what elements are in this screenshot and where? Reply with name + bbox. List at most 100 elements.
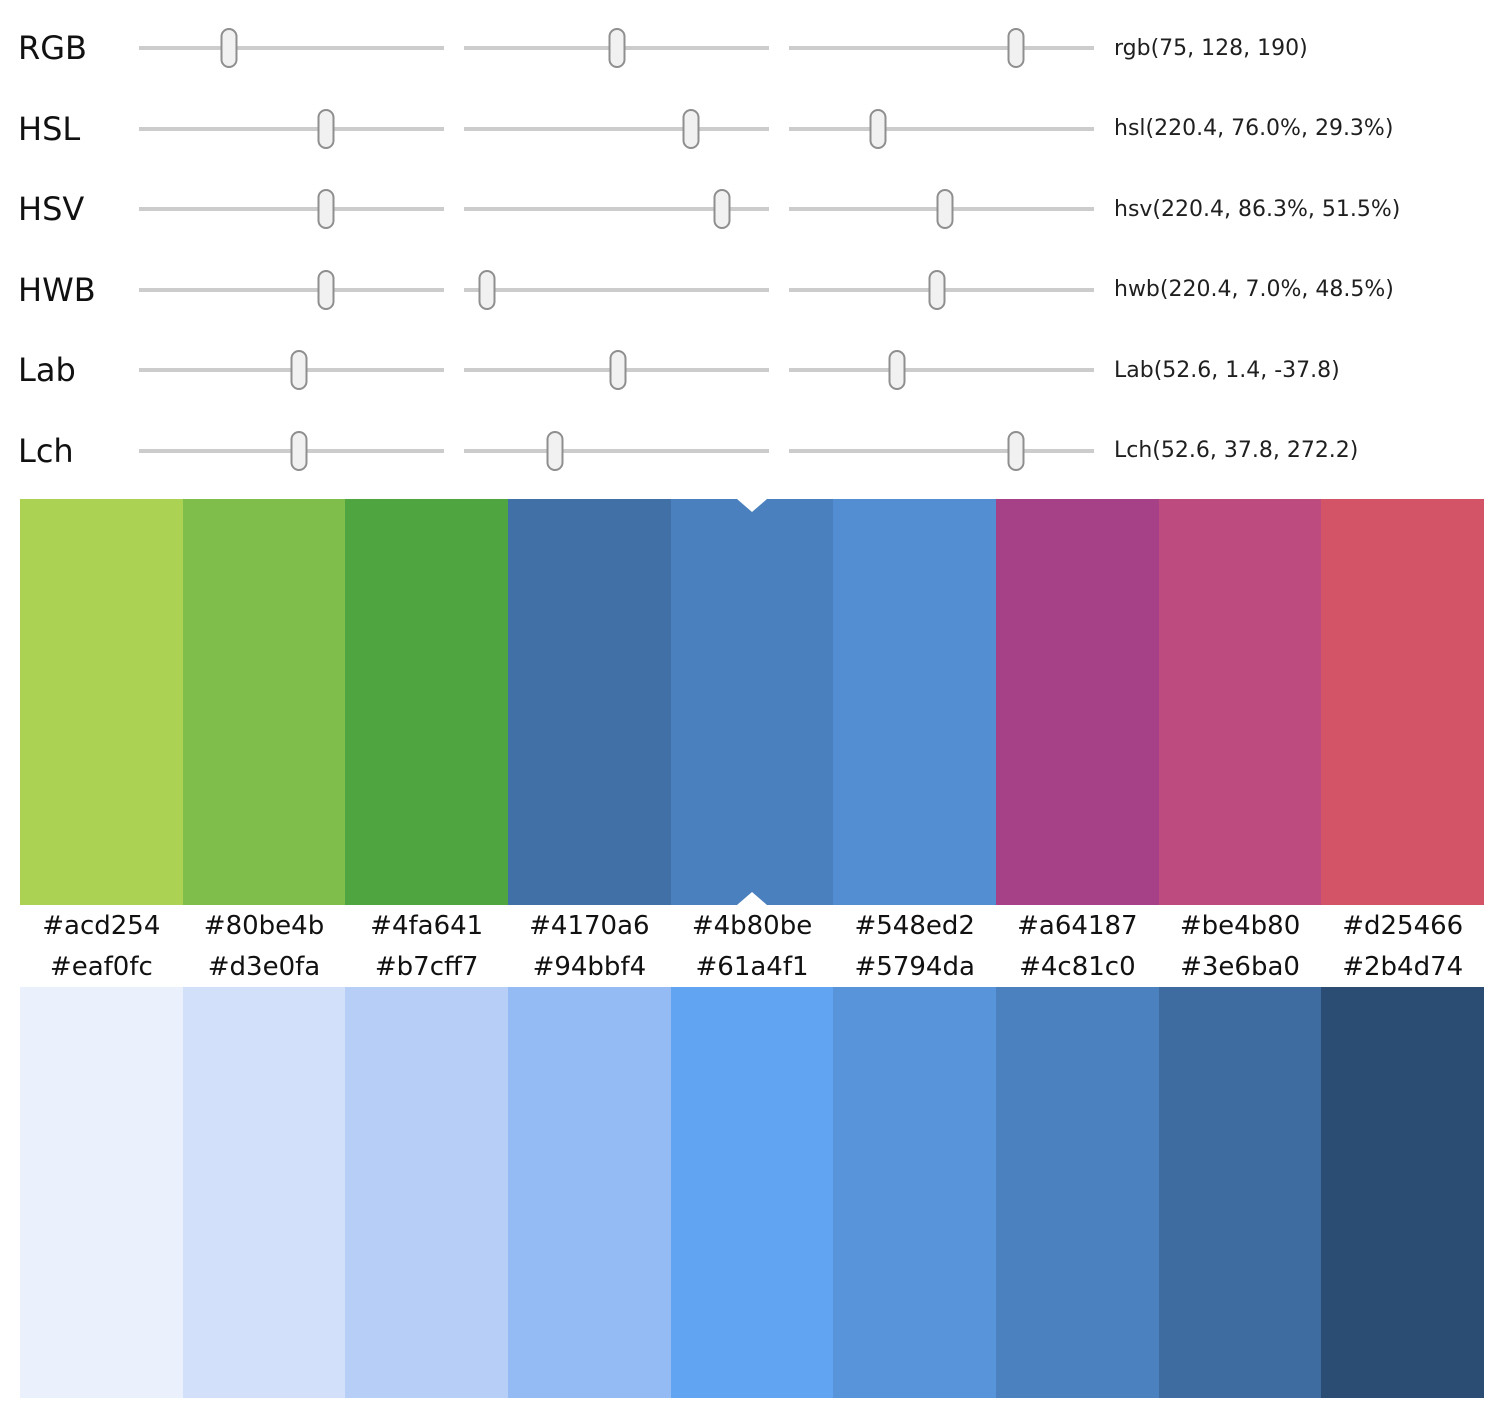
color-value-text: rgb(75, 128, 190) bbox=[1114, 35, 1308, 61]
tint-swatch-5[interactable] bbox=[670, 987, 834, 1398]
hue-swatch-6[interactable] bbox=[833, 499, 997, 905]
slider-handle-lch-1[interactable] bbox=[290, 430, 308, 471]
slider-track-line bbox=[139, 207, 444, 212]
colorspace-label: HSV bbox=[18, 190, 85, 229]
tint-hex-labels: #eaf0fc #d3e0fa #b7cff7 #94bbf4 #61a4f1 … bbox=[20, 946, 1484, 987]
hue-swatch-3[interactable] bbox=[345, 499, 509, 905]
slider-panel: RGB rgb(75, 128, 190) HSL hsl(220.4, 76.… bbox=[0, 0, 1501, 491]
slider-track-lab-3[interactable] bbox=[789, 348, 1094, 392]
slider-handle-hwb-1[interactable] bbox=[317, 269, 335, 310]
slider-track-line bbox=[139, 46, 444, 51]
hue-swatch-7[interactable] bbox=[996, 499, 1159, 905]
slider-track-hsl-1[interactable] bbox=[139, 107, 444, 151]
colorspace-label: Lab bbox=[18, 351, 76, 390]
tint-swatch-8[interactable] bbox=[1158, 987, 1322, 1398]
tint-swatch-4[interactable] bbox=[508, 987, 671, 1398]
tint-palette bbox=[20, 987, 1485, 1398]
slider-track-rgb-2[interactable] bbox=[464, 26, 769, 70]
slider-handle-rgb-1[interactable] bbox=[220, 28, 238, 69]
slider-track-line bbox=[464, 287, 769, 292]
slider-handle-hsv-2[interactable] bbox=[713, 189, 731, 230]
slider-handle-hsv-1[interactable] bbox=[317, 189, 335, 230]
slider-track-hwb-2[interactable] bbox=[464, 268, 769, 312]
hue-swatch-2[interactable] bbox=[182, 499, 346, 905]
slider-handle-lab-3[interactable] bbox=[888, 350, 906, 391]
slider-track-line bbox=[789, 448, 1094, 453]
tint-hex-label-3: #b7cff7 bbox=[374, 951, 479, 982]
color-value-text: Lch(52.6, 37.8, 272.2) bbox=[1114, 438, 1359, 464]
slider-handle-hsl-3[interactable] bbox=[869, 108, 887, 149]
slider-track-hsl-3[interactable] bbox=[789, 107, 1094, 151]
colorspace-label: RGB bbox=[18, 29, 87, 68]
slider-track-line bbox=[139, 126, 444, 131]
hue-palette bbox=[20, 499, 1485, 905]
slider-track-hsv-3[interactable] bbox=[789, 187, 1094, 231]
tint-swatch-6[interactable] bbox=[833, 987, 997, 1398]
tint-swatch-2[interactable] bbox=[182, 987, 346, 1398]
hue-hex-label-7: #a64187 bbox=[1017, 910, 1138, 941]
hue-swatch-5[interactable] bbox=[670, 499, 834, 905]
slider-track-rgb-3[interactable] bbox=[789, 26, 1094, 70]
tint-hex-label-9: #2b4d74 bbox=[1342, 951, 1464, 982]
slider-handle-hsv-3[interactable] bbox=[936, 189, 954, 230]
color-value-text: hwb(220.4, 7.0%, 48.5%) bbox=[1114, 277, 1394, 303]
hue-swatch-1[interactable] bbox=[20, 499, 183, 905]
slider-handle-rgb-2[interactable] bbox=[608, 28, 626, 69]
colorspace-label: Lch bbox=[18, 431, 74, 470]
slider-handle-lch-3[interactable] bbox=[1007, 430, 1025, 471]
slider-track-lch-3[interactable] bbox=[789, 429, 1094, 473]
slider-track-rgb-1[interactable] bbox=[139, 26, 444, 70]
slider-track-hwb-1[interactable] bbox=[139, 268, 444, 312]
tint-hex-label-2: #d3e0fa bbox=[207, 951, 321, 982]
hue-swatch-8[interactable] bbox=[1158, 499, 1322, 905]
tint-swatch-3[interactable] bbox=[345, 987, 509, 1398]
hue-hex-label-1: #acd254 bbox=[42, 910, 161, 941]
slider-handle-hwb-3[interactable] bbox=[928, 269, 946, 310]
tint-swatch-7[interactable] bbox=[996, 987, 1159, 1398]
hue-hex-label-4: #4170a6 bbox=[529, 910, 650, 941]
hue-hex-label-8: #be4b80 bbox=[1179, 910, 1301, 941]
hue-swatch-9[interactable] bbox=[1321, 499, 1485, 905]
tint-hex-label-1: #eaf0fc bbox=[49, 951, 153, 982]
slider-row-hwb: HWB hwb(220.4, 7.0%, 48.5%) bbox=[18, 250, 1501, 331]
slider-track-hsv-2[interactable] bbox=[464, 187, 769, 231]
hue-hex-label-6: #548ed2 bbox=[854, 910, 975, 941]
slider-track-lab-1[interactable] bbox=[139, 348, 444, 392]
selected-swatch-notch-top bbox=[737, 499, 768, 512]
hue-hex-labels: #acd254 #80be4b #4fa641 #4170a6 #4b80be … bbox=[20, 905, 1484, 946]
selected-swatch-notch-bottom bbox=[737, 892, 768, 905]
slider-track-line bbox=[464, 126, 769, 131]
slider-handle-lch-2[interactable] bbox=[546, 430, 564, 471]
colorspace-label: HSL bbox=[18, 109, 81, 148]
color-value-text: hsv(220.4, 86.3%, 51.5%) bbox=[1114, 196, 1401, 222]
slider-track-lab-2[interactable] bbox=[464, 348, 769, 392]
hue-hex-label-2: #80be4b bbox=[203, 910, 325, 941]
slider-handle-rgb-3[interactable] bbox=[1007, 28, 1025, 69]
slider-handle-hsl-1[interactable] bbox=[317, 108, 335, 149]
hue-swatch-4[interactable] bbox=[508, 499, 671, 905]
color-value-text: hsl(220.4, 76.0%, 29.3%) bbox=[1114, 116, 1394, 142]
tint-swatch-9[interactable] bbox=[1321, 987, 1485, 1398]
tint-hex-label-7: #4c81c0 bbox=[1019, 951, 1136, 982]
slider-handle-lab-2[interactable] bbox=[609, 350, 627, 391]
slider-track-line bbox=[464, 207, 769, 212]
slider-track-line bbox=[789, 126, 1094, 131]
slider-handle-hsl-2[interactable] bbox=[682, 108, 700, 149]
tint-hex-label-6: #5794da bbox=[854, 951, 975, 982]
slider-track-hsv-1[interactable] bbox=[139, 187, 444, 231]
slider-track-hsl-2[interactable] bbox=[464, 107, 769, 151]
slider-handle-lab-1[interactable] bbox=[290, 350, 308, 391]
slider-track-lch-2[interactable] bbox=[464, 429, 769, 473]
slider-track-hwb-3[interactable] bbox=[789, 268, 1094, 312]
hue-hex-label-5: #4b80be bbox=[691, 910, 813, 941]
color-value-text: Lab(52.6, 1.4, -37.8) bbox=[1114, 357, 1340, 383]
slider-track-line bbox=[789, 46, 1094, 51]
slider-row-hsv: HSV hsv(220.4, 86.3%, 51.5%) bbox=[18, 169, 1501, 250]
tint-swatch-1[interactable] bbox=[20, 987, 183, 1398]
tint-hex-label-4: #94bbf4 bbox=[532, 951, 647, 982]
slider-track-line bbox=[789, 368, 1094, 373]
slider-row-lch: Lch Lch(52.6, 37.8, 272.2) bbox=[18, 411, 1501, 492]
slider-track-lch-1[interactable] bbox=[139, 429, 444, 473]
slider-handle-hwb-2[interactable] bbox=[478, 269, 496, 310]
